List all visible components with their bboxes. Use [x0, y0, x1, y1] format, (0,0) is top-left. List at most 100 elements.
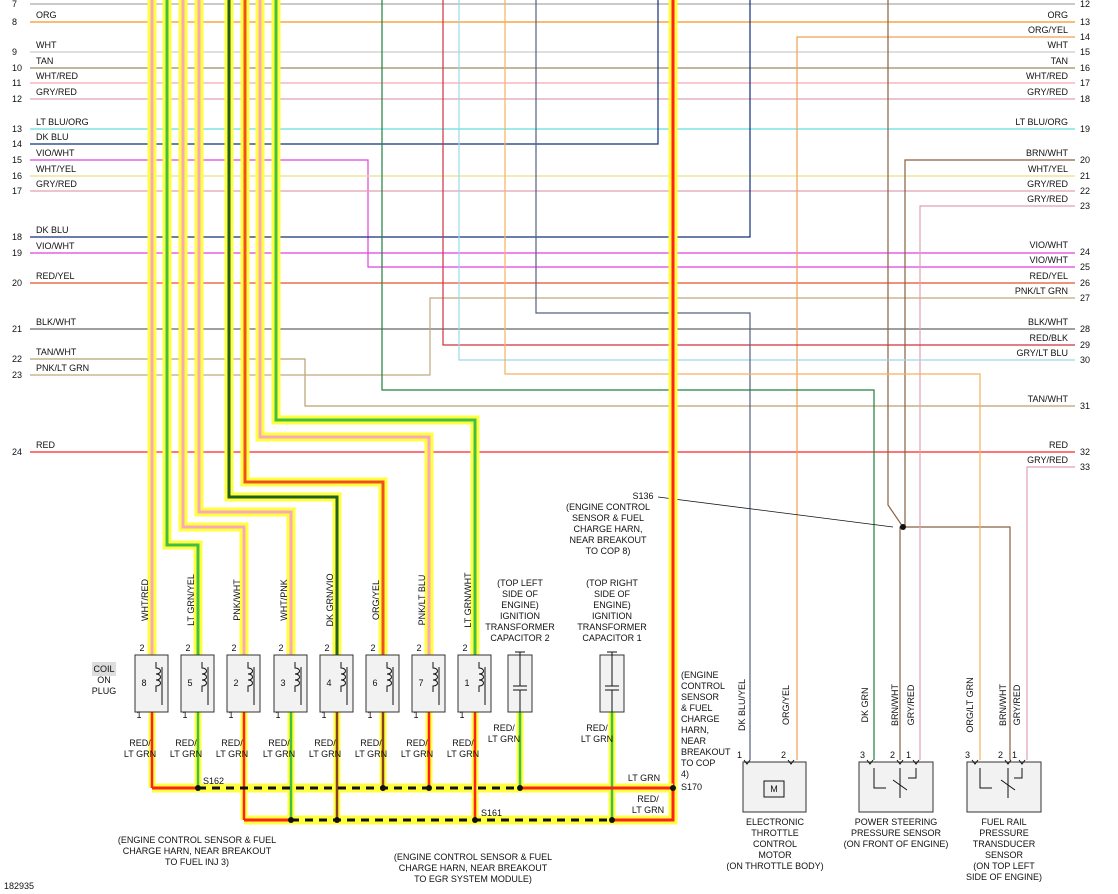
wire [919, 205, 1075, 760]
component-name: PRESSURE [979, 828, 1029, 838]
coil-box [180, 654, 215, 713]
pin-number: 1 [1012, 750, 1017, 760]
wire-label: WHT/RED [36, 71, 78, 81]
wire-label: RED [1049, 440, 1069, 450]
wire [30, 0, 751, 238]
wire-label: WHT/RED [1026, 71, 1068, 81]
splice-note: 4) [681, 769, 689, 779]
pin-number: 22 [1080, 186, 1090, 196]
wire [197, 0, 293, 655]
pin-number: 30 [1080, 355, 1090, 365]
wire [381, 0, 875, 760]
capacitor-note: SIDE OF [594, 589, 631, 599]
motor-symbol [763, 780, 785, 798]
coil-number: 2 [233, 678, 238, 688]
splice-note: CHARGE HARN, [573, 524, 642, 534]
wire-label: WHT [36, 40, 57, 50]
splice-note: (ENGINE CONTROL SENSOR & FUEL [394, 852, 552, 862]
labels: 182935 7GRY/BLK8ORG9WHT10TAN11WHT/RED12G… [4, 0, 1090, 891]
pin-terminal [866, 759, 874, 765]
coil-on-plug-label: ON [97, 675, 111, 685]
ground-wire-label: LT GRN [355, 749, 387, 759]
pin-number: 9 [12, 47, 17, 57]
pin-number: 25 [1080, 262, 1090, 272]
capacitor-note: CAPACITOR 1 [582, 633, 641, 643]
ground-wire-label: RED/ [452, 738, 474, 748]
wire [243, 0, 385, 655]
wire-label: RED/YEL [1029, 271, 1068, 281]
pin-terminal [971, 759, 979, 765]
wire-label: DK BLU [36, 225, 69, 235]
component-name: MOTOR [758, 850, 792, 860]
pin-number: 1 [228, 710, 233, 720]
motor-symbol-label: M [770, 784, 778, 794]
footer: 182935 [4, 881, 34, 891]
pin-number: 32 [1080, 447, 1090, 457]
component-box [858, 761, 934, 813]
splice-note: (ENGINE CONTROL SENSOR & FUEL [118, 835, 276, 845]
capacitor-note: ENGINE) [501, 600, 539, 610]
splice-wire-label: LT GRN [632, 805, 664, 815]
ground-wire-label: LT GRN [309, 749, 341, 759]
pin-number: 18 [1080, 94, 1090, 104]
pin-number: 26 [1080, 278, 1090, 288]
pin-number: 1 [737, 750, 742, 760]
pin-number: 14 [1080, 32, 1090, 42]
pin-terminal [787, 759, 795, 765]
coil-symbol [340, 662, 348, 705]
pin-number: 29 [1080, 340, 1090, 350]
pin-number: 11 [12, 78, 21, 88]
ground-wire-label: RED/ [586, 723, 608, 733]
capacitor-note: CAPACITOR 2 [490, 633, 549, 643]
splice-dot [472, 817, 478, 823]
pin-number: 2 [278, 643, 283, 653]
pin-number: 18 [12, 232, 22, 242]
capacitor-note: TRANSFORMER [577, 622, 647, 632]
splice-note: (ENGINE CONTROL [566, 502, 650, 512]
coil-number: 8 [141, 678, 146, 688]
pin-number: 1 [275, 710, 280, 720]
component-wire-label: ORG/YEL [781, 685, 791, 725]
wire-label: ORG [36, 10, 57, 20]
wire-label: VIO/WHT [1030, 240, 1069, 250]
splice-dot [517, 785, 523, 791]
component-name: SENSOR [985, 850, 1024, 860]
pin-number: 23 [12, 370, 22, 380]
wire-label: ORG/YEL [1028, 25, 1068, 35]
wire [227, 0, 339, 655]
capacitor-note: TRANSFORMER [485, 622, 555, 632]
pin-number: 2 [998, 750, 1003, 760]
pin-number: 17 [12, 186, 22, 196]
pin-number: 1 [906, 750, 911, 760]
splice-dot [195, 785, 201, 791]
wire-label: GRY/LT BLU [1016, 348, 1068, 358]
pin-number: 1 [459, 710, 464, 720]
coil-box [365, 654, 400, 713]
pin-terminal [912, 759, 920, 765]
ground-wire-label: RED/ [129, 738, 151, 748]
pin-number: 28 [1080, 324, 1090, 334]
wire [535, 0, 751, 760]
pin-number: 2 [139, 643, 144, 653]
coil-wire-label: WHT/RED [140, 579, 150, 621]
wire [904, 159, 1075, 527]
component-wire-label: GRY/RED [1012, 684, 1022, 725]
coil-wire-label: ORG/YEL [371, 580, 381, 620]
coil-number: 6 [372, 678, 377, 688]
splice-dot [380, 785, 386, 791]
pin-number: 8 [12, 17, 17, 27]
ground-wire-label: LT GRN [263, 749, 295, 759]
capacitor-note: SIDE OF [502, 589, 539, 599]
wire-label: PNK/LT GRN [36, 363, 89, 373]
splice-wire-label: RED/ [637, 794, 659, 804]
pin-number: 1 [413, 710, 418, 720]
wire-label: TAN/WHT [36, 347, 77, 357]
wire-label: GRY/RED [1027, 87, 1068, 97]
component-name: TRANSDUCER [973, 839, 1036, 849]
wire [165, 0, 200, 655]
coil-number: 5 [187, 678, 192, 688]
ground-wire-label: RED/ [493, 723, 515, 733]
pin-number: 2 [231, 643, 236, 653]
splice-note: CHARGE [681, 714, 720, 724]
capacitor-symbol [513, 651, 527, 712]
